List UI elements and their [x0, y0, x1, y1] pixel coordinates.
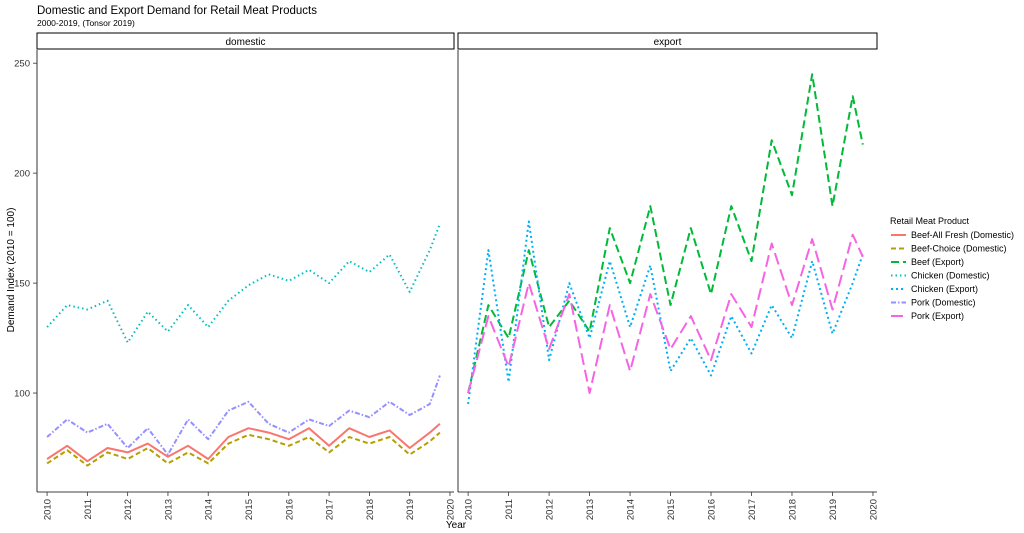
legend-item-pork-domestic: Pork (Domestic) [891, 298, 976, 308]
legend-item-beef-choice-domestic: Beef-Choice (Domestic) [891, 244, 1007, 254]
x-tick-label: 2015 [244, 499, 255, 520]
legend-label: Beef-All Fresh (Domestic) [911, 230, 1014, 240]
x-tick-label: 2014 [626, 499, 637, 520]
legend-item-beef-all-fresh-domestic: Beef-All Fresh (Domestic) [891, 230, 1014, 240]
chart-subtitle: 2000-2019, (Tonsor 2019) [37, 18, 135, 28]
legend: Retail Meat Product Beef-All Fresh (Dome… [890, 216, 1014, 321]
legend-label: Pork (Domestic) [911, 298, 976, 308]
x-tick-label: 2012 [123, 499, 134, 520]
legend-item-pork-export: Pork (Export) [891, 311, 964, 321]
facet-strip-label-domestic: domestic [225, 37, 265, 48]
legend-item-beef-export: Beef (Export) [891, 257, 964, 267]
facet-panels: domestic export [36, 32, 878, 493]
series-line-chicken-domestic [46, 223, 441, 344]
x-axes: 2010 2011 2012 2013 2014 2015 2016 2017 2018 2019… [43, 492, 879, 520]
x-tick-label: 2019 [405, 499, 416, 520]
x-tick-label: 2017 [325, 499, 336, 520]
facet-strip-label-export: export [654, 37, 682, 48]
x-tick-label: 2014 [204, 499, 215, 520]
x-tick-label: 2010 [464, 499, 475, 520]
facet-export: export [457, 32, 878, 493]
y-axis-title: Demand Index (2010 = 100) [6, 208, 17, 333]
series-line-pork-domestic [46, 375, 441, 456]
legend-item-chicken-export: Chicken (Export) [891, 284, 978, 294]
y-tick-label: 150 [14, 279, 30, 290]
series-line-pork-export [467, 233, 864, 394]
x-tick-label: 2012 [545, 499, 556, 520]
legend-title: Retail Meat Product [890, 216, 970, 226]
legend-label: Chicken (Export) [911, 284, 978, 294]
x-tick-label: 2016 [707, 499, 718, 520]
x-tick-label: 2018 [365, 499, 376, 520]
x-tick-label: 2011 [83, 499, 94, 519]
chart-title: Domestic and Export Demand for Retail Me… [37, 5, 317, 17]
legend-label: Beef (Export) [911, 257, 964, 267]
series-line-beef-all-fresh-domestic [46, 423, 441, 463]
x-tick-label: 2020 [445, 499, 456, 520]
x-tick-label: 2018 [787, 499, 798, 520]
y-tick-label: 200 [14, 169, 30, 180]
legend-label: Pork (Export) [911, 311, 964, 321]
series-line-beef-choice-domestic [46, 431, 441, 467]
legend-label: Chicken (Domestic) [911, 271, 990, 281]
facet-strip-export [457, 32, 878, 50]
series-line-chicken-export [467, 220, 864, 405]
x-tick-label: 2015 [666, 499, 677, 520]
facet-strip-domestic [36, 32, 455, 50]
x-tick-label: 2016 [284, 499, 295, 520]
x-axis-title: Year [446, 520, 467, 531]
legend-label: Beef-Choice (Domestic) [911, 244, 1007, 254]
x-tick-label: 2019 [828, 499, 839, 520]
y-tick-label: 250 [14, 59, 30, 70]
x-tick-label: 2010 [43, 499, 54, 520]
x-tick-label: 2020 [868, 499, 879, 520]
y-axis: 100 150 200 250 [14, 59, 37, 400]
facet-domestic: domestic [36, 32, 455, 493]
x-tick-label: 2011 [504, 499, 515, 519]
legend-item-chicken-domestic: Chicken (Domestic) [891, 271, 990, 281]
x-tick-label: 2017 [747, 499, 758, 520]
x-tick-label: 2013 [163, 499, 174, 520]
y-tick-label: 100 [14, 389, 30, 400]
series-line-beef-export [467, 73, 864, 394]
x-tick-label: 2013 [585, 499, 596, 520]
